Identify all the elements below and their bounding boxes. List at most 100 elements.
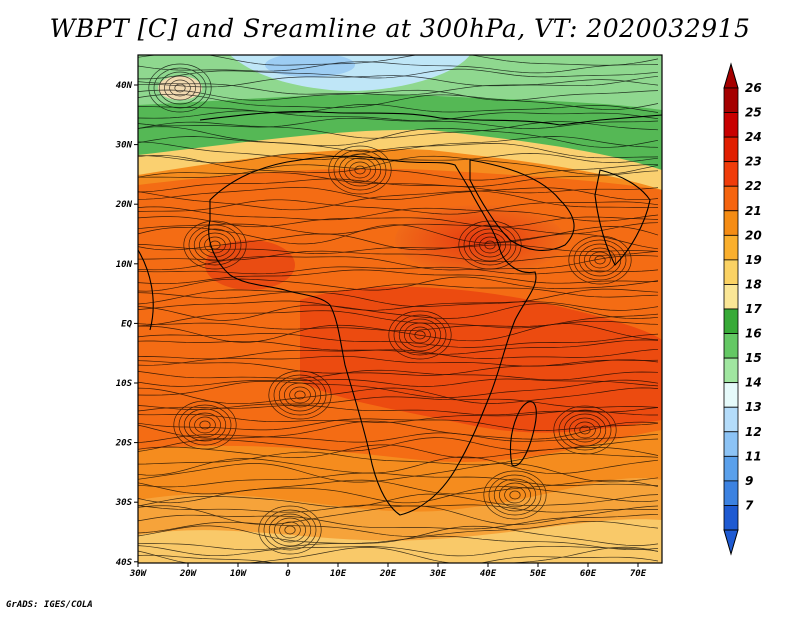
streamline-eddy (258, 505, 322, 555)
streamline (138, 121, 659, 139)
streamline (138, 79, 659, 96)
streamline-eddy (354, 165, 366, 175)
colorbar-swatch (723, 455, 739, 482)
lon-tick-label: 0 (285, 569, 291, 579)
streamline-eddy (563, 413, 607, 447)
streamline-eddy (183, 408, 227, 442)
streamline (138, 505, 659, 525)
colorbar-bottom-arrow (723, 529, 739, 556)
streamline (138, 300, 659, 311)
streamline (138, 525, 659, 546)
colorbar-swatch (723, 259, 739, 285)
streamline-eddy (284, 382, 316, 408)
colorbar-swatch (723, 357, 739, 384)
streamline-eddy (484, 240, 496, 250)
streamline-eddy (204, 236, 226, 254)
streamline-eddy (404, 322, 436, 348)
streamline (138, 387, 659, 405)
streamline-eddy (398, 318, 442, 352)
streamline (138, 479, 659, 495)
streamline-eddy (474, 232, 506, 258)
lat-tick-label: 30S (115, 498, 133, 508)
colorbar-top-arrow (723, 62, 739, 89)
streamline-eddy (178, 404, 232, 446)
colorbar-label: 18 (745, 277, 762, 291)
lon-tick-label: 20E (379, 569, 397, 579)
streamline (138, 378, 659, 387)
grads-credit: GrADS: IGES/COLA (6, 600, 93, 610)
streamline-eddy (573, 239, 627, 281)
lat-tick-label: EQ (121, 319, 132, 329)
lon-tick-label: 30W (129, 569, 148, 579)
colorbar-swatch (723, 161, 739, 187)
colorbar-label: 7 (745, 498, 754, 512)
streamline-eddy (558, 409, 612, 451)
wbpt-band-19-south (138, 519, 662, 563)
streamline (138, 136, 659, 153)
streamline (138, 206, 659, 222)
streamline-eddy (333, 149, 387, 191)
colorbar-swatch (723, 234, 739, 261)
colorbar-label: 24 (745, 130, 762, 144)
streamline (138, 493, 659, 508)
wbpt-band-13 (265, 55, 355, 77)
streamline-eddy (579, 425, 591, 435)
colorbar-label: 14 (745, 376, 762, 390)
colorbar-label: 21 (745, 204, 762, 218)
streamline-eddy (499, 482, 531, 508)
colorbar-label: 25 (745, 106, 762, 120)
colorbar-swatch (723, 185, 739, 212)
streamline-eddy (294, 390, 306, 400)
streamline-eddy (553, 405, 617, 455)
streamline (138, 117, 659, 129)
lon-tick-label: 40E (480, 569, 497, 579)
lat-tick-label: 40S (116, 558, 133, 568)
colorbar-swatch (723, 431, 739, 457)
streamline (138, 276, 659, 292)
streamline-eddy (388, 310, 452, 360)
streamline (138, 486, 659, 504)
streamline-eddy (338, 153, 382, 187)
lat-tick-label: 10S (116, 379, 133, 389)
streamline-eddy (194, 416, 216, 434)
streamline (138, 437, 659, 452)
wbpt-warm-core-north (395, 205, 565, 275)
lat-tick-label: 40N (116, 81, 133, 91)
colorbar-label: 26 (745, 81, 762, 95)
lat-tick-label: 10N (116, 260, 133, 270)
streamline-eddy (173, 400, 237, 450)
streamline (138, 410, 658, 423)
coastline-africa (208, 155, 537, 516)
streamline-eddy (189, 412, 221, 438)
colorbar-label: 23 (745, 155, 762, 169)
lat-tick-label: 20S (115, 439, 133, 449)
streamline (138, 451, 659, 466)
colorbar-label: 9 (745, 474, 753, 488)
streamline-eddy (468, 228, 512, 262)
streamline-eddy (148, 63, 212, 113)
colorbar-label: 16 (745, 327, 762, 341)
streamline-eddy (393, 314, 447, 356)
streamline (138, 359, 659, 376)
lat-tick-label: 30N (115, 141, 133, 151)
streamline-eddy (414, 330, 426, 340)
streamline-eddy (349, 161, 371, 179)
streamline-eddy (153, 67, 207, 109)
streamline-eddy (289, 386, 311, 404)
streamline (138, 513, 659, 530)
streamline (138, 255, 659, 271)
streamline (138, 432, 659, 444)
colorbar-swatch (723, 136, 739, 163)
streamline (138, 396, 659, 410)
chart-title: WBPT [C] and Sreamline at 300hPa, VT: 20… (49, 14, 751, 43)
streamline (138, 75, 659, 88)
streamline (138, 68, 659, 80)
streamline-eddy (183, 220, 247, 270)
plot-frame (137, 54, 663, 564)
streamline-eddy (493, 478, 537, 512)
streamline (138, 303, 659, 321)
streamline (138, 110, 659, 122)
colorbar-swatch (723, 112, 739, 138)
streamline (138, 462, 659, 483)
